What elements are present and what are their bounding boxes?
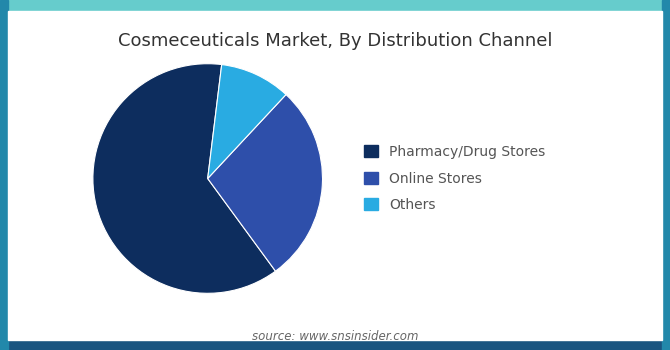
- Wedge shape: [93, 64, 275, 293]
- Bar: [0, 340, 670, 350]
- Text: source: www.snsinsider.com: source: www.snsinsider.com: [252, 330, 418, 343]
- Wedge shape: [208, 64, 286, 178]
- Legend: Pharmacy/Drug Stores, Online Stores, Others: Pharmacy/Drug Stores, Online Stores, Oth…: [364, 145, 545, 212]
- Wedge shape: [208, 94, 322, 271]
- Bar: [662, 0, 670, 350]
- Bar: [0, 0, 8, 350]
- Bar: [0, 0, 670, 10]
- Text: Cosmeceuticals Market, By Distribution Channel: Cosmeceuticals Market, By Distribution C…: [118, 32, 552, 49]
